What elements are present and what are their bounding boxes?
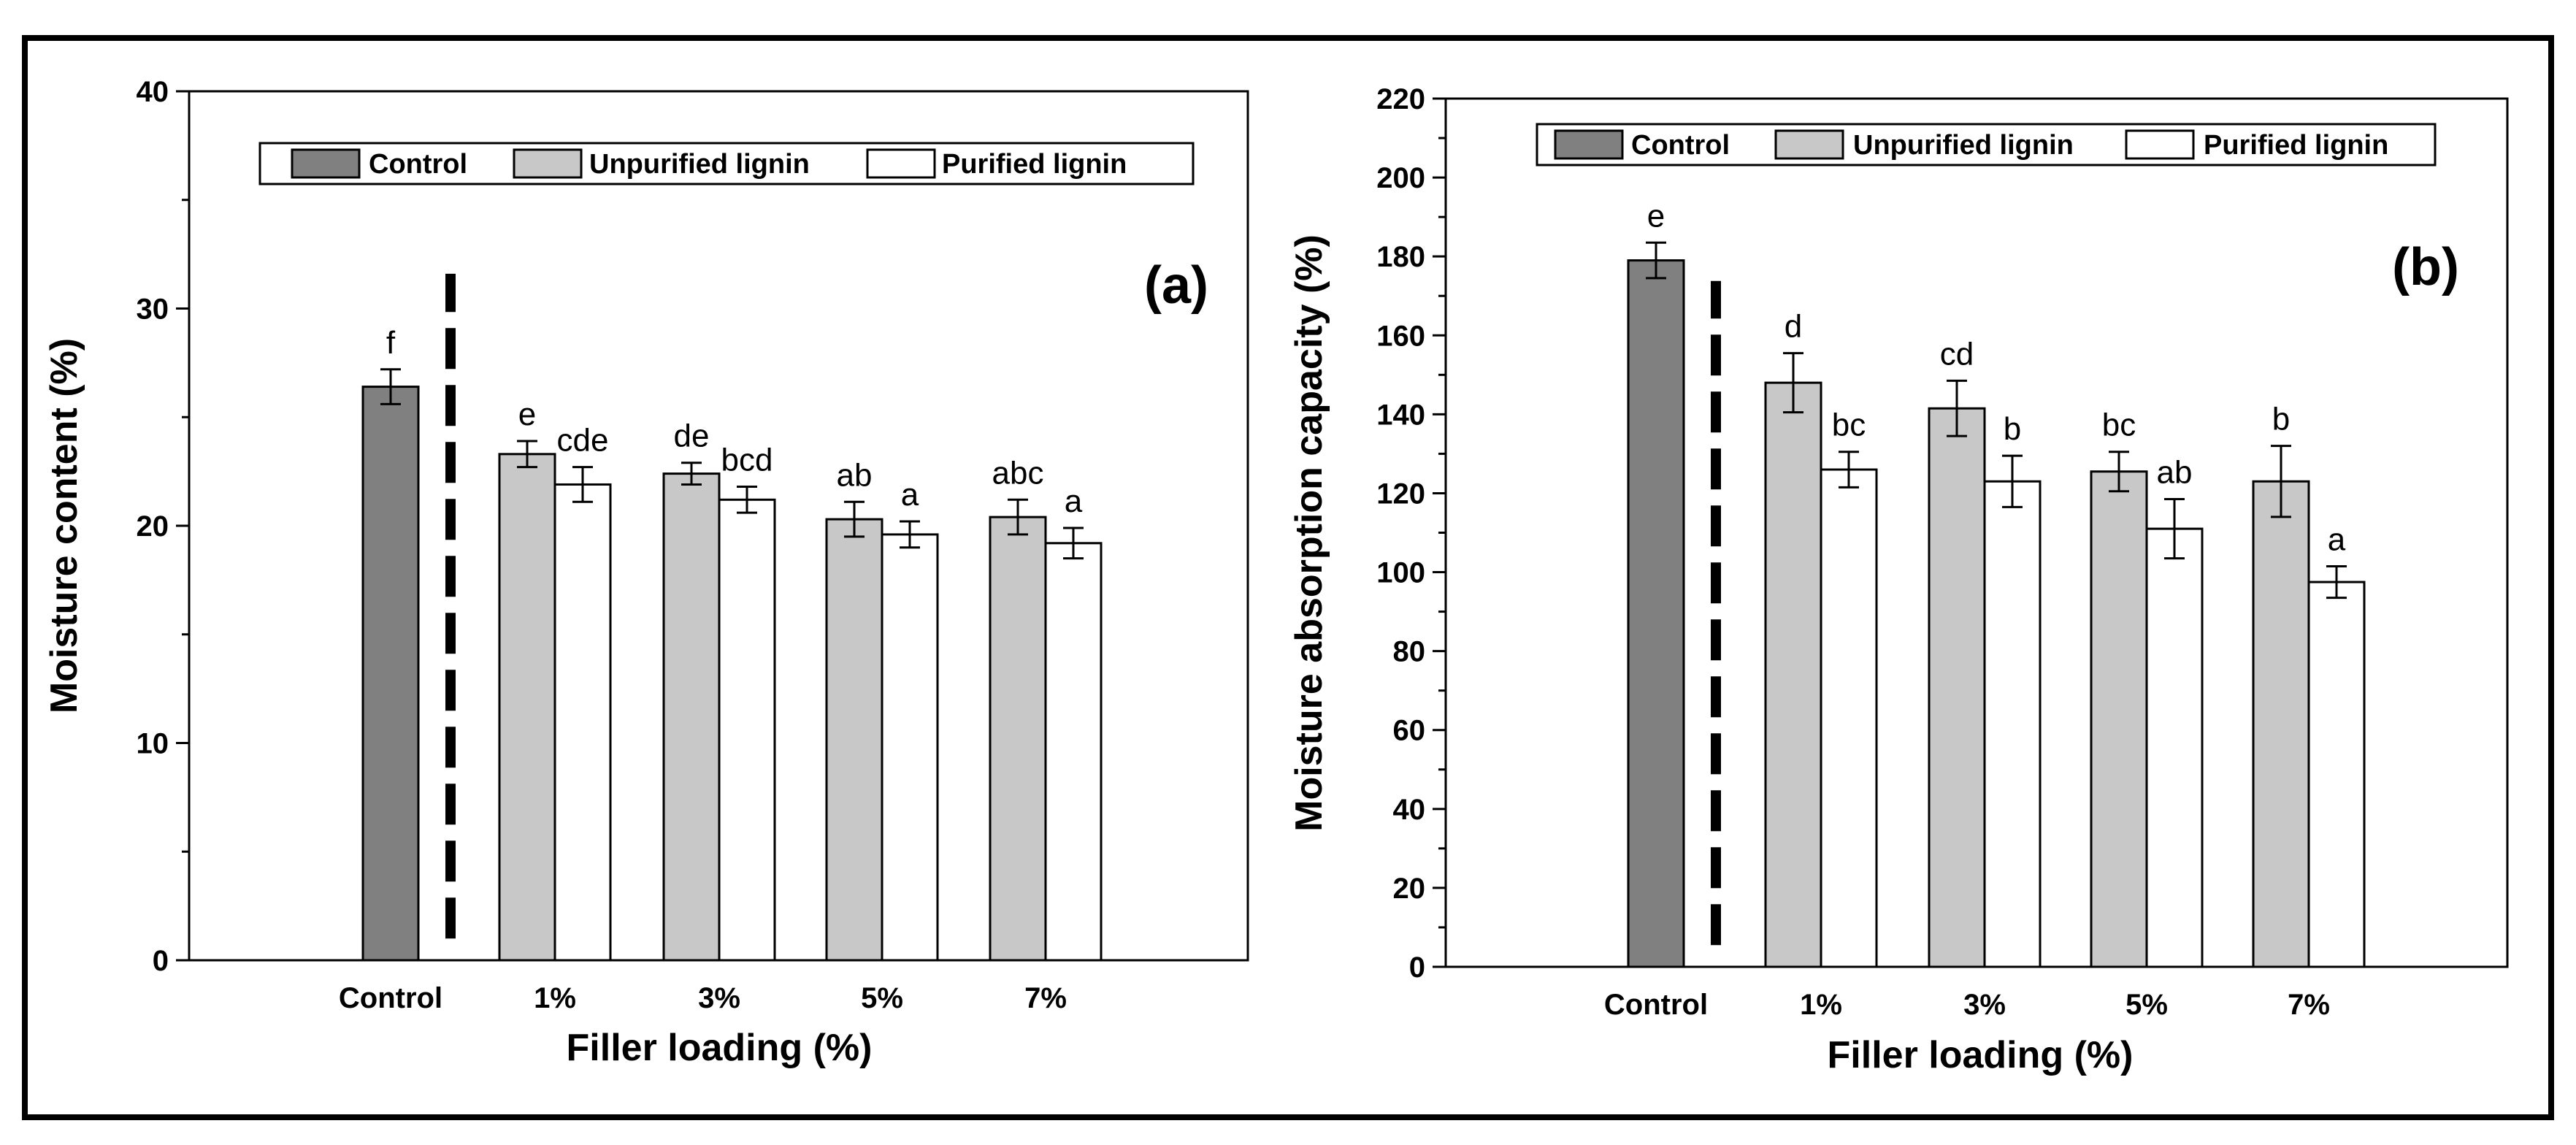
bar [1627, 259, 1685, 968]
bar [1820, 468, 1878, 968]
legend-swatch [2125, 129, 2195, 160]
significance-letter: e [518, 397, 536, 432]
x-tick-label: 3% [1963, 989, 2006, 1021]
x-tick-label: 1% [534, 982, 576, 1014]
legend-label: Unpurified lignin [1853, 130, 2074, 161]
bar [718, 498, 776, 962]
x-tick-label: 5% [2125, 989, 2168, 1021]
x-tick-label: 7% [2288, 989, 2330, 1021]
x-tick-label: 1% [1800, 989, 1842, 1021]
bar [662, 472, 721, 962]
bar [361, 386, 420, 962]
bar [1764, 381, 1822, 968]
legend-label: Purified lignin [942, 149, 1127, 180]
y-tick-label: 100 [1376, 557, 1425, 589]
y-tick-label: 10 [137, 728, 169, 760]
x-tick-label: 7% [1024, 982, 1067, 1014]
bar [2145, 527, 2204, 968]
significance-letter: ab [2157, 455, 2193, 491]
x-tick-label: 3% [698, 982, 740, 1014]
y-tick-label: 20 [1393, 873, 1426, 905]
significance-letter: bcd [721, 442, 773, 478]
y-axis-title: Moisture content (%) [43, 338, 85, 713]
significance-letter: b [2004, 411, 2021, 447]
legend-swatch [1554, 129, 1624, 160]
y-tick-label: 40 [137, 76, 169, 108]
x-tick-label: Control [1604, 989, 1708, 1021]
chart-panel-a: 0 10 20 30 40 Moisture content (%) Filler load… [43, 76, 1249, 1069]
bar [2252, 480, 2310, 968]
panel-label: (b) [2392, 238, 2459, 296]
significance-letter: f [386, 325, 396, 361]
bar [825, 518, 883, 962]
significance-letter: bc [1832, 407, 1866, 443]
chart-panel-b: 0 20 40 60 80 100 120 140 160 180 200 220 Moisture a… [1288, 83, 2509, 1076]
bar [881, 533, 939, 962]
y-axis-title: Moisture absorption capacity (%) [1288, 234, 1330, 832]
significance-letter: a [901, 477, 919, 513]
y-tick-label: 20 [137, 510, 169, 543]
significance-letter: abc [992, 455, 1044, 491]
legend-label: Control [1631, 130, 1730, 161]
significance-letter: a [1065, 483, 1083, 519]
x-axis-title: Filler loading (%) [567, 1027, 873, 1069]
y-tick-label: 60 [1393, 715, 1426, 747]
legend-swatch [291, 148, 361, 179]
y-tick-label: 160 [1376, 320, 1425, 352]
bar [553, 483, 612, 962]
legend-swatch [513, 148, 583, 179]
bar [498, 453, 556, 962]
figure-border [22, 35, 2554, 1120]
y-tick-label: 120 [1376, 478, 1425, 510]
significance-letter: d [1785, 309, 1802, 345]
y-tick-label: 80 [1393, 636, 1426, 668]
y-tick-label: 0 [1409, 951, 1425, 984]
x-tick-label: 5% [861, 982, 903, 1014]
significance-letter: a [2328, 521, 2346, 557]
bar [1928, 407, 1986, 968]
bar [2090, 470, 2148, 968]
significance-letter: e [1647, 198, 1665, 234]
legend-box [258, 142, 1195, 185]
panel-label: (a) [1144, 256, 1208, 315]
x-tick-label: Control [339, 982, 442, 1014]
legend-box [1536, 123, 2437, 166]
significance-letter: de [674, 418, 710, 454]
y-tick-label: 180 [1376, 241, 1425, 273]
significance-letter: b [2272, 402, 2290, 437]
x-axis-title: Filler loading (%) [1828, 1034, 2134, 1076]
significance-letter: cd [1940, 336, 1974, 372]
significance-letter: ab [837, 457, 873, 493]
bar [2307, 581, 2366, 968]
y-tick-label: 30 [137, 294, 169, 326]
y-tick-label: 140 [1376, 399, 1425, 431]
bar [1044, 542, 1103, 962]
legend-swatch [1774, 129, 1844, 160]
bar [1983, 480, 2042, 968]
bar [989, 516, 1047, 962]
y-tick-label: 220 [1376, 83, 1425, 115]
y-tick-label: 0 [153, 945, 169, 977]
legend-label: Unpurified lignin [589, 149, 810, 180]
y-tick-label: 40 [1393, 794, 1426, 826]
legend-label: Control [369, 149, 467, 180]
significance-letter: bc [2102, 407, 2136, 443]
legend-label: Purified lignin [2204, 130, 2388, 161]
y-tick-label: 200 [1376, 162, 1425, 194]
legend-swatch [866, 148, 936, 179]
significance-letter: cde [557, 423, 609, 459]
